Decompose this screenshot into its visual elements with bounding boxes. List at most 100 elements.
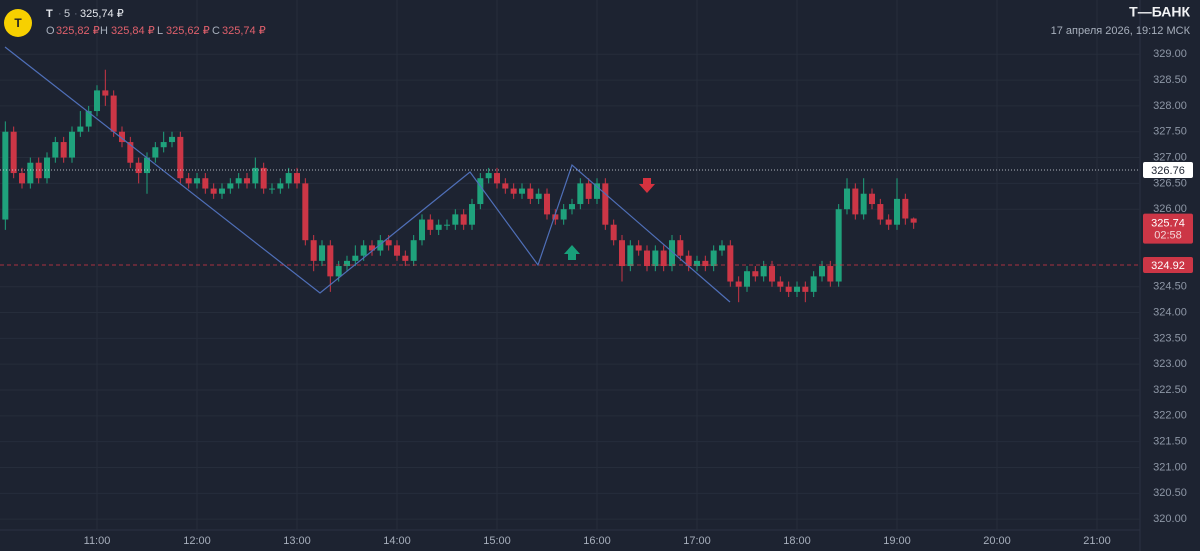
candle-body	[327, 245, 334, 277]
candle-body	[135, 162, 142, 174]
candle-body	[244, 178, 250, 184]
candle-body	[544, 193, 550, 215]
candle-body	[452, 214, 459, 225]
logo-letter: T	[14, 16, 22, 30]
candle-body	[52, 142, 59, 158]
candle-body	[160, 142, 167, 148]
candle-body	[19, 173, 25, 184]
candle-body	[819, 266, 825, 277]
candle-body	[102, 90, 109, 96]
candle-body	[419, 219, 425, 241]
price-level-label: 324.92	[1151, 260, 1185, 272]
candle-body	[127, 142, 134, 163]
candle-body	[835, 209, 842, 282]
candle-body	[769, 266, 775, 282]
x-tick-label: 21:00	[1083, 535, 1111, 547]
candle-body	[777, 281, 784, 287]
candle-body	[744, 271, 750, 287]
candle-body	[410, 240, 417, 261]
candle-body	[94, 90, 100, 112]
candle-body	[285, 173, 292, 184]
ohlc-label: L	[157, 25, 163, 37]
y-tick-label: 327.50	[1153, 126, 1187, 138]
candle-body	[760, 266, 767, 277]
candle-body	[194, 178, 200, 184]
x-tick-label: 18:00	[783, 535, 811, 547]
candle-body	[669, 240, 675, 267]
candle-body	[344, 260, 350, 267]
candle-body	[27, 162, 34, 184]
candle-body	[335, 266, 342, 277]
y-tick-label: 322.00	[1153, 410, 1187, 422]
candle-body	[260, 167, 267, 189]
ohlc-label: H	[100, 25, 108, 37]
candle-body	[602, 183, 609, 225]
candle-body	[10, 131, 17, 174]
ohlc-label: C	[212, 25, 220, 37]
y-tick-label: 323.00	[1153, 358, 1187, 370]
candle-body	[610, 224, 617, 241]
last-price-label: 325.74	[1151, 218, 1185, 230]
axes: 320.00 320.50 321.00 321.50 322.00 322.50 323.…	[84, 48, 1187, 547]
candle-body	[494, 173, 500, 184]
y-tick-label: 321.50	[1153, 436, 1187, 448]
separator: ·	[58, 8, 62, 20]
candle-body	[444, 224, 450, 226]
candle-body	[277, 183, 284, 189]
candle-body	[885, 219, 892, 225]
x-tick-label: 19:00	[883, 535, 911, 547]
candle-body	[77, 126, 84, 132]
candle-body	[85, 111, 92, 127]
candle-body	[735, 281, 742, 287]
candle-body	[844, 188, 850, 210]
ohlc-value: 325,82 ₽	[56, 25, 100, 37]
candle-body	[394, 245, 400, 256]
separator: ·	[74, 8, 78, 20]
candle-body	[577, 183, 584, 205]
candle-body	[60, 142, 67, 158]
x-tick-label: 15:00	[483, 535, 511, 547]
candle-body	[235, 178, 242, 184]
candle-body	[110, 95, 117, 132]
candle-body	[177, 136, 184, 179]
candle-body	[502, 183, 509, 189]
candle-body	[360, 245, 367, 256]
y-tick-label: 323.50	[1153, 332, 1187, 344]
candle-body	[702, 260, 709, 267]
candle-body	[827, 266, 834, 282]
x-tick-label: 17:00	[683, 535, 711, 547]
price-level-label: 326.76	[1151, 165, 1185, 177]
last-price-box	[1143, 213, 1193, 244]
candle-body	[319, 245, 325, 261]
candle-body	[377, 240, 384, 251]
candle-body	[510, 188, 517, 194]
candle-body	[152, 147, 159, 158]
candle-body	[660, 250, 667, 267]
candle-body	[810, 276, 817, 292]
zigzag-drawing	[4, 46, 731, 303]
candle-body	[44, 157, 50, 179]
candle-body	[860, 193, 867, 215]
y-tick-label: 326.50	[1153, 177, 1187, 189]
candle-body	[402, 255, 409, 261]
buy-arrow	[564, 245, 580, 260]
candle-body	[69, 131, 75, 158]
y-tick-label: 320.00	[1153, 513, 1187, 525]
candles	[2, 69, 917, 303]
y-tick-label: 321.00	[1153, 461, 1187, 473]
candle-body	[119, 131, 125, 143]
y-tick-label: 328.50	[1153, 74, 1187, 86]
x-tick-label: 12:00	[183, 535, 211, 547]
countdown: 02:58	[1154, 230, 1182, 242]
candle-body	[385, 240, 392, 246]
candle-body	[852, 188, 859, 215]
candle-body	[219, 188, 225, 194]
sell-arrow	[639, 178, 655, 193]
ohlc-value: 325,62 ₽	[166, 25, 210, 37]
candle-body	[902, 198, 909, 219]
candle-body	[719, 245, 725, 251]
candle-body	[694, 260, 700, 267]
